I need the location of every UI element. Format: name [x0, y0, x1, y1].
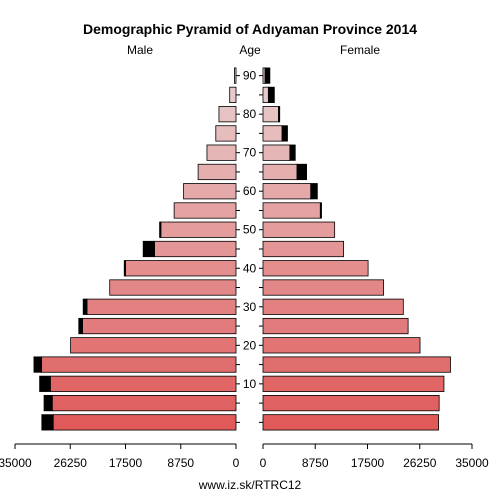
male-bar [52, 414, 237, 431]
female-x-tick-label: 26250 [403, 456, 437, 470]
male-x-tick-label: 17500 [109, 456, 143, 470]
male-excess-bar [142, 240, 155, 258]
female-x-tick-label: 8750 [302, 456, 329, 470]
male-excess-bar [82, 298, 88, 315]
male-bar [109, 279, 237, 296]
source-caption: www.iz.sk/RTRC12 [198, 478, 302, 492]
male-bar [215, 125, 237, 142]
female-excess-bar [319, 202, 322, 219]
male-label: Male [127, 43, 153, 57]
age-tick-label: 70 [243, 146, 257, 160]
female-bar [262, 202, 321, 219]
male-x-tick-label: 0 [233, 456, 240, 470]
female-bar [262, 260, 369, 277]
male-bar [197, 163, 237, 181]
female-excess-bar [310, 183, 318, 200]
male-x-tick-label: 26250 [54, 456, 88, 470]
age-tick-label: 90 [243, 69, 257, 83]
male-bar [70, 337, 237, 354]
male-bar [160, 221, 237, 238]
female-excess-bar [267, 86, 275, 104]
female-x-tick-label: 35000 [455, 456, 489, 470]
age-label: Age [239, 43, 261, 57]
female-bar [262, 279, 385, 296]
female-bar [262, 375, 445, 392]
male-excess-bar [123, 260, 126, 277]
female-bar [262, 356, 451, 373]
female-bar [262, 317, 409, 335]
chart-title: Demographic Pyramid of Adıyaman Province… [83, 21, 417, 37]
age-tick-label: 30 [243, 300, 257, 314]
female-excess-bar [289, 144, 296, 161]
male-bar [173, 202, 237, 219]
age-tick-label: 50 [243, 223, 257, 237]
female-excess-bar [281, 125, 288, 142]
female-bar [262, 144, 291, 161]
female-bar [262, 183, 312, 200]
female-label: Female [340, 43, 380, 57]
female-excess-bar [278, 106, 281, 123]
female-bar [262, 240, 345, 258]
female-x-tick-label: 17500 [351, 456, 385, 470]
age-tick-label: 40 [243, 261, 257, 275]
male-excess-bar [33, 356, 42, 373]
female-bar [262, 414, 439, 431]
female-bar [262, 86, 269, 104]
male-bar [41, 356, 237, 373]
male-excess-bar [159, 221, 162, 238]
age-tick-label: 10 [243, 377, 257, 391]
female-bar [262, 106, 279, 123]
male-bar [86, 298, 237, 315]
male-bar [82, 317, 237, 335]
male-bar [125, 260, 237, 277]
male-bar [183, 183, 237, 200]
male-excess-bar [41, 414, 54, 431]
age-tick-label: 80 [243, 107, 257, 121]
male-excess-bar [39, 375, 51, 392]
female-bar [262, 394, 440, 412]
male-bar [49, 375, 237, 392]
male-bar [206, 144, 237, 161]
male-excess-bar [78, 317, 83, 335]
female-bar [262, 337, 421, 354]
male-bar [229, 86, 237, 104]
female-bar [262, 298, 404, 315]
male-bar [154, 240, 237, 258]
male-bar [218, 106, 237, 123]
male-bars [33, 67, 237, 431]
female-excess-bar [296, 163, 307, 181]
female-x-axis: 0 8750 17500 26250 35000 [260, 443, 489, 470]
male-bar [51, 394, 237, 412]
female-bar [262, 163, 298, 181]
age-tick-label: 60 [243, 184, 257, 198]
female-bars [262, 67, 451, 431]
male-x-tick-label: 8750 [167, 456, 194, 470]
female-x-tick-label: 0 [260, 456, 267, 470]
age-tick-label: 20 [243, 338, 257, 352]
male-excess-bar [43, 394, 53, 412]
male-x-axis: 35000 26250 17500 8750 0 [0, 443, 240, 470]
male-x-tick-label: 35000 [0, 456, 32, 470]
male-bar [234, 67, 237, 84]
age-axis: 90 80 70 60 50 40 30 20 10 [236, 69, 263, 423]
female-bar [262, 125, 283, 142]
female-excess-bar [264, 67, 271, 84]
female-bar [262, 221, 336, 238]
